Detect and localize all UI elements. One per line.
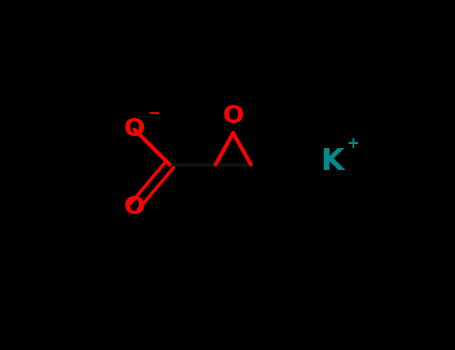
Text: K: K xyxy=(320,147,344,175)
Text: O: O xyxy=(222,104,244,128)
Text: O: O xyxy=(124,118,145,141)
Text: O: O xyxy=(124,195,145,218)
Text: +: + xyxy=(347,136,359,151)
Text: −: − xyxy=(147,106,160,121)
